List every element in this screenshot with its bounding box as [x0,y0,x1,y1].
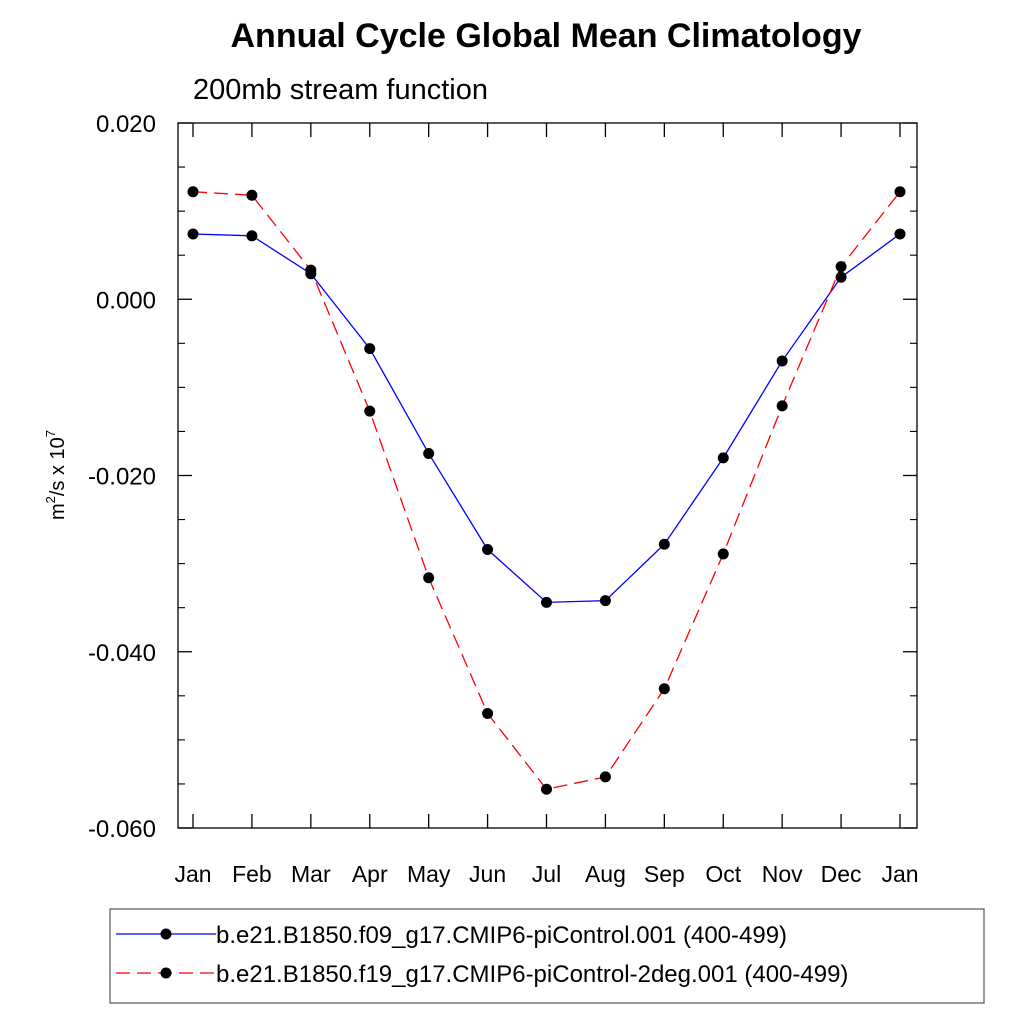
x-tick-label: May [407,861,451,887]
x-tick-label: Jan [174,861,211,887]
x-tick-label: Dec [821,861,862,887]
x-tick-label: Jan [881,861,918,887]
x-tick-label: Jul [532,861,561,887]
series-2-point [835,261,847,273]
y-tick-label: -0.020 [88,464,156,491]
plot-frame [177,122,918,829]
y-axis-label-mid-sup: 7 [43,430,58,437]
y-tick-label: 0.000 [96,287,156,314]
series-1-point [658,538,670,550]
y-axis-label-base-sup: 2 [43,496,58,503]
series-1-point [246,230,258,242]
x-tick-label: Apr [352,861,388,887]
series-2-point [187,186,199,198]
series-2-point [717,548,729,560]
series-2-point [423,572,435,584]
y-axis-label: m2/s x 107 [43,430,69,520]
legend-label-1: b.e21.B1850.f09_g17.CMIP6-piControl.001 … [216,922,787,949]
x-tick-label: Jun [469,861,506,887]
y-tick-label: -0.060 [88,816,156,843]
series-2-point [658,683,670,695]
series-1-point [776,355,788,367]
plot-series [187,186,906,795]
chart-title: Annual Cycle Global Mean Climatology [231,17,862,55]
series-1-point [423,447,435,459]
y-axis-label-base: m [47,503,69,520]
series-1-point [835,271,847,283]
legend-marker-2 [160,967,172,979]
x-tick-label: Oct [705,861,741,887]
series-2-point [599,771,611,783]
series-1-point [541,596,552,608]
y-tick-label: 0.020 [96,111,156,138]
series-2-point [305,264,317,276]
series-1-point [364,343,376,355]
legend-box [109,908,985,1004]
x-tick-label: Aug [585,861,626,887]
series-2-point [246,189,258,201]
svg-text:m2/s x 107: m2/s x 107 [43,430,69,520]
y-axis-label-mid: /s x 10 [47,437,69,496]
legend: b.e21.B1850.f09_g17.CMIP6-piControl.001 … [109,908,985,1004]
legend-marker-1 [160,928,172,940]
series-1-point [482,544,494,556]
legend-label-2: b.e21.B1850.f19_g17.CMIP6-piControl-2deg… [216,961,848,988]
series-1-point [187,228,199,240]
series-2-point [776,400,788,412]
series-2-point [482,707,494,719]
series-line-1 [192,233,901,604]
series-2-point [541,783,552,795]
chart-subtitle: 200mb stream function [193,74,488,106]
series-2-point [894,186,906,198]
plot-axes: 0.020 0.000 -0.020 -0.040 -0.060 Jan Feb Mar Apr… [88,111,919,887]
x-tick-label: Nov [762,861,803,887]
series-1-point [717,452,729,464]
x-tick-label: Mar [291,861,331,887]
series-1-point [599,595,611,607]
y-tick-label: -0.040 [88,640,156,667]
series-line-2 [192,191,901,790]
series-1-point [894,228,906,240]
x-tick-label: Sep [644,861,685,887]
series-2-point [364,405,376,417]
x-tick-label: Feb [232,861,272,887]
